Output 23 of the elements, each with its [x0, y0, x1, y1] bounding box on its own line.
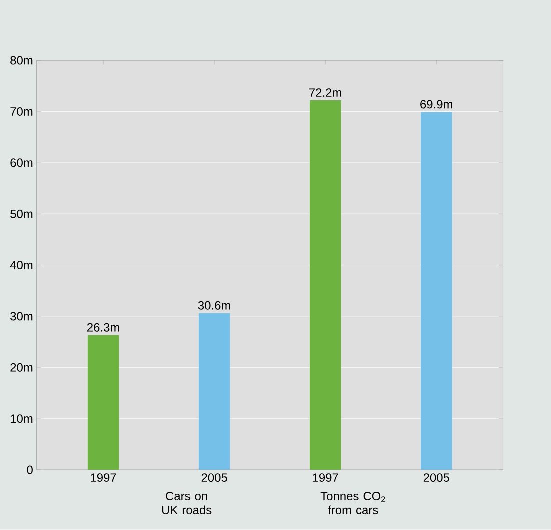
bar	[88, 336, 120, 470]
bar	[310, 100, 342, 470]
text: Cars on UK roads	[162, 492, 212, 515]
y-tick-label: 50m	[10, 210, 33, 218]
x-tick-label: 1997	[91, 474, 116, 482]
y-tick-label: 80m	[10, 56, 33, 65]
y-tick-label: 40m	[10, 261, 33, 270]
text: Tonnes CO$_{2}$ from cars	[320, 492, 386, 515]
y-tick-label: 0	[27, 466, 33, 474]
y-tick-label: 70m	[10, 108, 33, 116]
data-label: 26.3m	[87, 324, 120, 332]
x-tick-label: 2005	[424, 474, 450, 482]
data-label: 69.9m	[420, 100, 452, 109]
bar	[198, 314, 230, 470]
y-tick-label: 30m	[10, 312, 33, 321]
y-tick-label: 60m	[10, 158, 33, 168]
y-tick-label: 20m	[10, 364, 33, 372]
y-tick-label: 10m	[11, 414, 33, 424]
x-tick-label: 2005	[202, 474, 228, 482]
bar	[421, 112, 452, 470]
data-label: 30.6m	[198, 302, 230, 310]
data-label: 72.2m	[310, 88, 342, 98]
x-tick-label: 1997	[313, 474, 338, 482]
